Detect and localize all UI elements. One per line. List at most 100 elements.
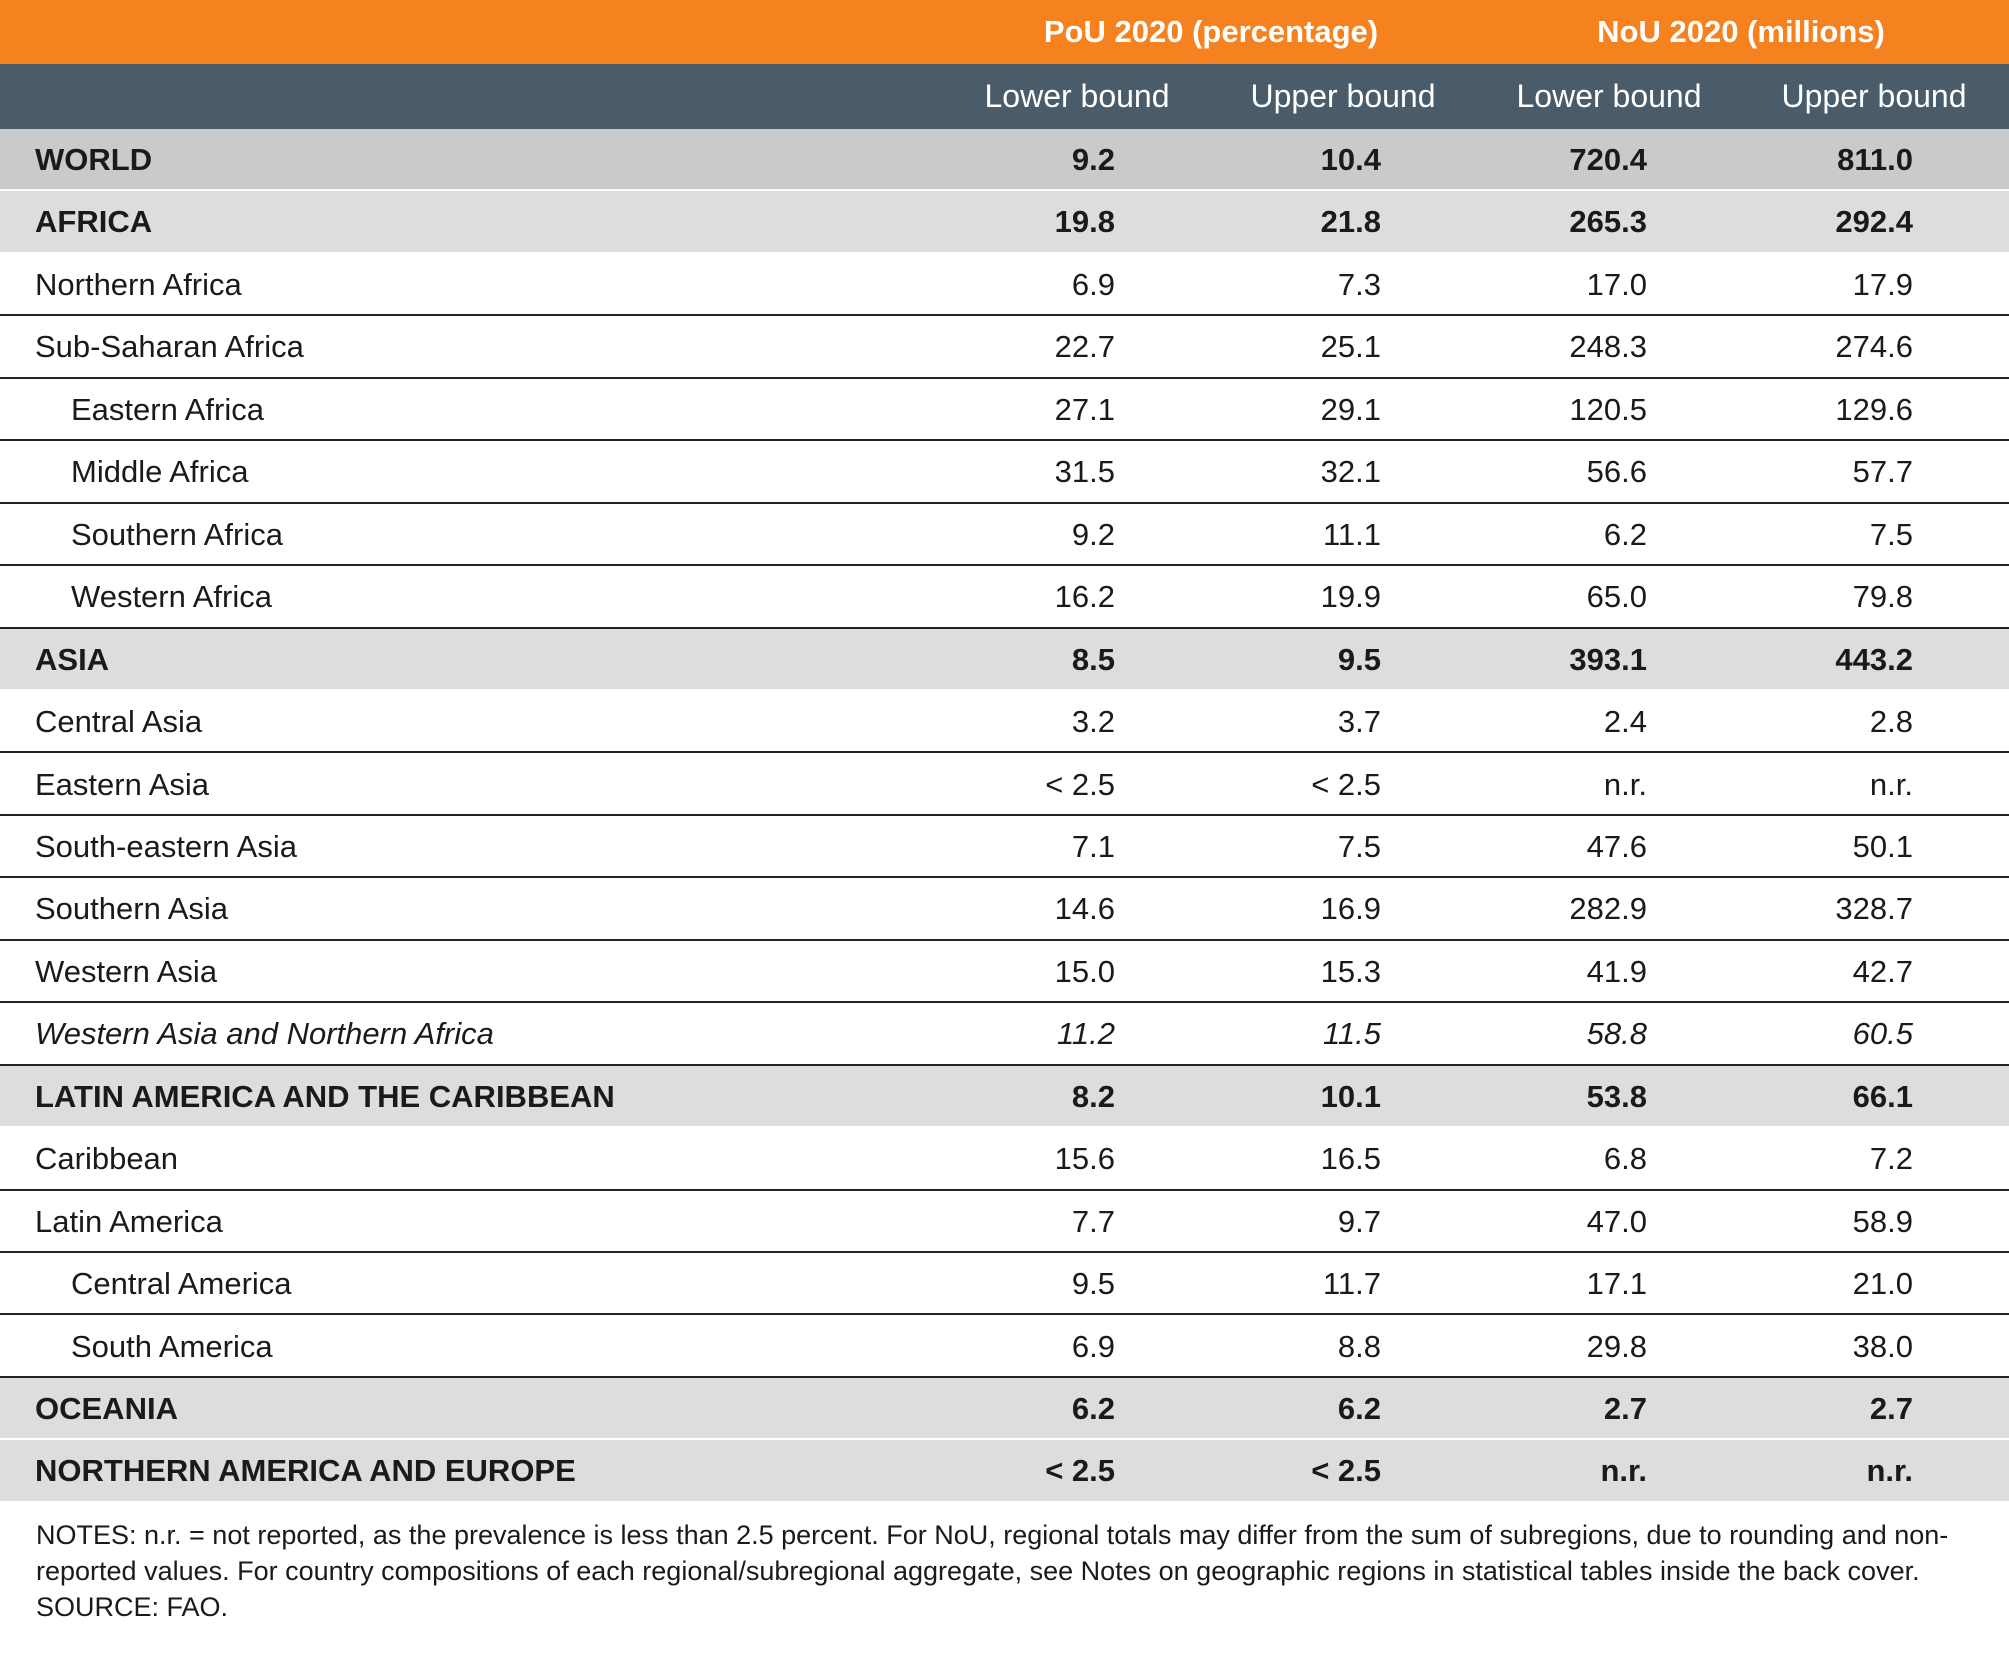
- table-row: [0, 191, 2009, 254]
- row-label: LATIN AMERICA AND THE CARIBBEAN: [35, 1078, 615, 1114]
- row-label: Middle Africa: [71, 454, 249, 490]
- cell-value: 66.1: [1852, 1078, 1913, 1114]
- cell-value: 14.6: [1054, 891, 1115, 927]
- cell-value: 7.2: [1869, 1141, 1913, 1177]
- row-label: WORLD: [35, 142, 153, 177]
- table-row: [0, 1253, 2009, 1316]
- cell-value: 6.9: [1071, 266, 1115, 302]
- table-row: [0, 129, 2009, 192]
- table-row: [0, 441, 2009, 504]
- cell-value: 811.0: [1837, 142, 1913, 177]
- row-label: Southern Africa: [71, 516, 283, 552]
- cell-value: 7.5: [1869, 516, 1913, 552]
- cell-value: 6.2: [1337, 1391, 1381, 1426]
- cell-value: n.r.: [1866, 1453, 1913, 1489]
- row-label: ASIA: [35, 641, 110, 677]
- cell-value: 38.0: [1852, 1328, 1913, 1364]
- cell-value: 21.0: [1852, 1266, 1913, 1302]
- cell-value: 120.5: [1569, 391, 1647, 427]
- table-row: [0, 753, 2009, 816]
- cell-value: 274.6: [1835, 329, 1913, 365]
- row-label: OCEANIA: [35, 1391, 178, 1426]
- cell-value: 58.9: [1852, 1203, 1913, 1239]
- cell-value: 2.7: [1603, 1391, 1647, 1426]
- column-header: Lower bound: [984, 78, 1170, 114]
- cell-value: 443.2: [1835, 641, 1913, 677]
- cell-value: n.r.: [1603, 766, 1647, 802]
- cell-value: 21.8: [1320, 204, 1381, 240]
- cell-value: 11.7: [1322, 1266, 1381, 1302]
- row-label: Latin America: [35, 1203, 223, 1239]
- row-label: Eastern Africa: [71, 391, 264, 427]
- table-row: [0, 1128, 2009, 1191]
- cell-value: 3.7: [1337, 704, 1381, 740]
- table-row: [0, 628, 2009, 691]
- cell-value: 27.1: [1054, 391, 1115, 427]
- cell-value: 32.1: [1320, 454, 1381, 490]
- table-row: [0, 253, 2009, 317]
- cell-value: 47.0: [1586, 1203, 1647, 1239]
- table-row: [0, 503, 2009, 567]
- cell-value: 19.8: [1054, 204, 1115, 240]
- cell-value: 248.3: [1569, 329, 1647, 365]
- cell-value: 16.5: [1320, 1141, 1381, 1177]
- cell-value: 17.1: [1586, 1266, 1647, 1302]
- notes: NOTES: n.r. = not reported, as the preva…: [36, 1517, 1986, 1625]
- cell-value: 25.1: [1320, 329, 1381, 365]
- row-label: Central America: [71, 1266, 292, 1302]
- row-label: South-eastern Asia: [35, 828, 297, 864]
- cell-value: 265.3: [1569, 204, 1647, 240]
- group-header-band: [0, 0, 2009, 64]
- table-row: [0, 691, 2009, 754]
- row-label: South America: [71, 1328, 273, 1364]
- row-label: Northern Africa: [35, 266, 242, 302]
- cell-value: 79.8: [1852, 579, 1913, 615]
- table-row: [0, 566, 2009, 629]
- cell-value: 9.5: [1071, 1266, 1115, 1302]
- cell-value: 10.1: [1320, 1078, 1381, 1114]
- cell-value: 328.7: [1835, 891, 1913, 927]
- cell-value: 56.6: [1586, 454, 1647, 490]
- cell-value: 7.3: [1337, 266, 1381, 302]
- table-row: [0, 316, 2009, 379]
- group-header: PoU 2020 (percentage): [1043, 14, 1379, 49]
- table-row: [0, 815, 2009, 879]
- row-label: Southern Asia: [35, 891, 229, 927]
- cell-value: 42.7: [1852, 953, 1913, 989]
- cell-value: 16.2: [1054, 579, 1115, 615]
- table-row: [0, 1315, 2009, 1378]
- table-row: [0, 878, 2009, 941]
- cell-value: 6.9: [1071, 1328, 1115, 1364]
- cell-value: 8.2: [1071, 1078, 1115, 1114]
- row-label: Caribbean: [35, 1141, 179, 1177]
- cell-value: < 2.5: [1311, 1453, 1381, 1489]
- cell-value: 3.2: [1071, 704, 1115, 740]
- row-label: NORTHERN AMERICA AND EUROPE: [35, 1453, 576, 1489]
- cell-value: 8.5: [1071, 641, 1115, 677]
- row-label: Central Asia: [35, 704, 203, 740]
- cell-value: 2.7: [1869, 1391, 1913, 1426]
- table-row: [0, 1440, 2009, 1503]
- cell-value: 9.5: [1337, 641, 1381, 677]
- cell-value: 7.7: [1071, 1203, 1115, 1239]
- column-header: Upper bound: [1250, 78, 1436, 114]
- cell-value: 15.0: [1054, 953, 1115, 989]
- table-row: [0, 1065, 2009, 1129]
- cell-value: 282.9: [1569, 891, 1647, 927]
- cell-value: 7.1: [1071, 828, 1115, 864]
- cell-value: n.r.: [1600, 1453, 1647, 1489]
- cell-value: < 2.5: [1045, 766, 1115, 802]
- table-row: [0, 1378, 2009, 1441]
- row-label: AFRICA: [35, 204, 153, 240]
- cell-value: 11.1: [1322, 516, 1381, 552]
- cell-value: 6.2: [1603, 516, 1647, 552]
- cell-value: 53.8: [1586, 1078, 1647, 1114]
- cell-value: 31.5: [1054, 454, 1115, 490]
- cell-value: 29.8: [1586, 1328, 1647, 1364]
- cell-value: 19.9: [1320, 579, 1381, 615]
- column-header: Lower bound: [1516, 78, 1702, 114]
- group-header: NoU 2020 (millions): [1597, 14, 1885, 49]
- cell-value: 129.6: [1835, 391, 1913, 427]
- cell-value: 17.0: [1586, 266, 1647, 302]
